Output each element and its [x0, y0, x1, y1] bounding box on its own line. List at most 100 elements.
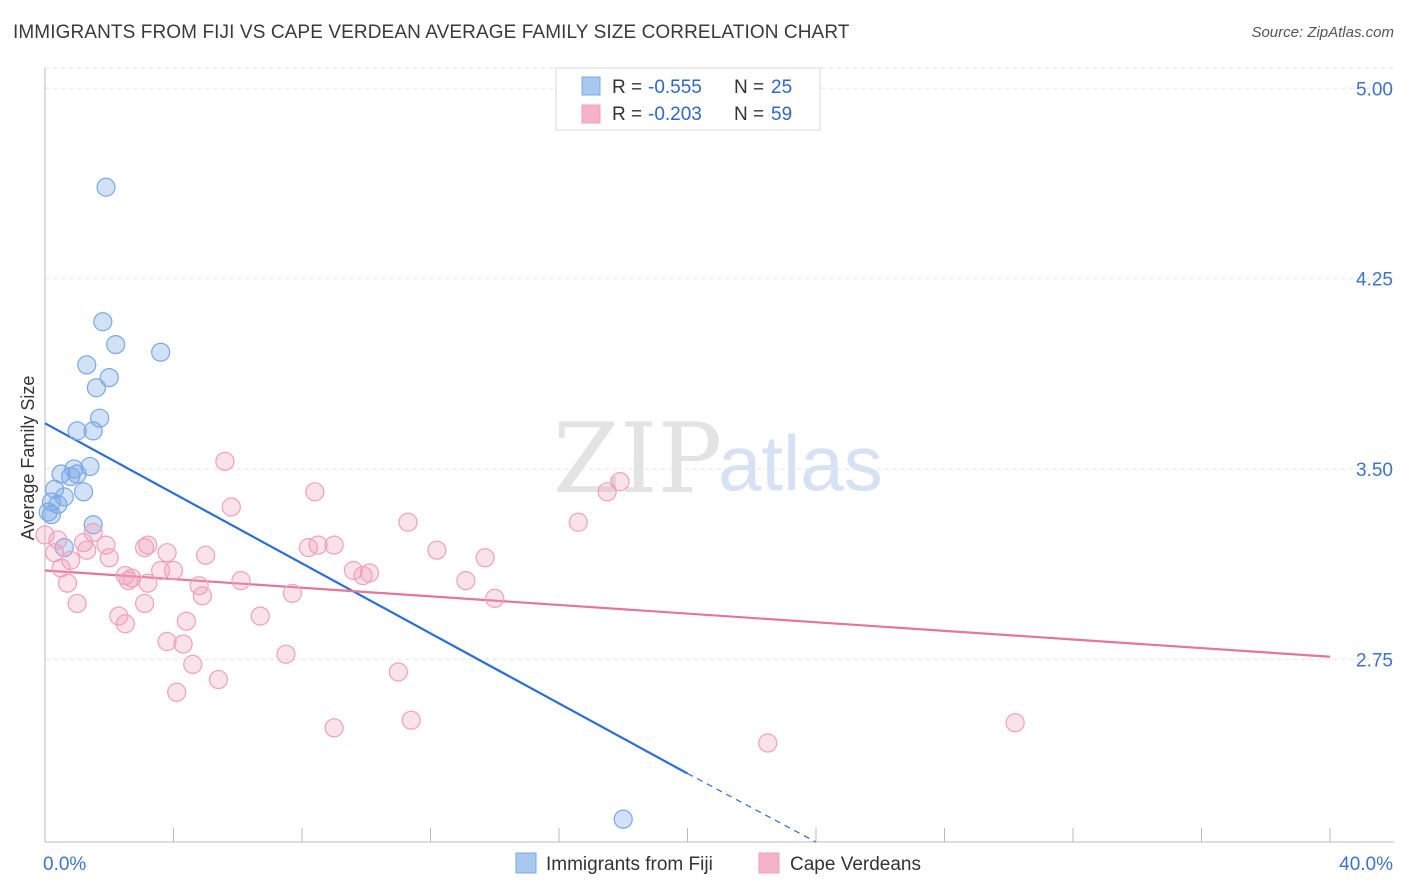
watermark: ZIP atlas [553, 403, 883, 515]
cape-verdean-point [173, 634, 193, 654]
correlation-legend: R = -0.555 N = 25 R = -0.203 N = 59 [555, 67, 821, 131]
series-legend: Immigrants from Fiji Cape Verdeans [515, 852, 921, 875]
legend-swatch-fiji [581, 76, 601, 96]
source-credit: Source: ZipAtlas.com [1251, 24, 1394, 41]
cape-verdean-point [138, 573, 158, 593]
legend-swatch-cape-verdeans [581, 104, 601, 124]
cape-verdean-point [183, 654, 203, 674]
legend-n-value-cape-verdeans: 59 [771, 104, 792, 125]
legend-n-value-fiji: 25 [771, 77, 792, 98]
cape-verdean-point [57, 573, 78, 593]
cape-verdean-point [176, 611, 196, 631]
fiji-point [83, 515, 103, 535]
cape-verdean-point [568, 512, 588, 532]
cape-verdean-trend-line [44, 569, 1331, 658]
gridlines [45, 67, 1394, 660]
cape-verdean-point [167, 682, 187, 702]
fiji-point [54, 538, 74, 558]
fiji-point [83, 421, 103, 441]
legend-n-label-fiji: N = [734, 77, 764, 98]
cape-verdean-point [282, 583, 302, 603]
cape-verdean-point [96, 535, 116, 555]
cape-verdean-point [324, 718, 344, 738]
cape-verdean-point [1005, 713, 1025, 733]
cape-verdean-point [324, 535, 344, 555]
legend-r-value-fiji: -0.555 [648, 77, 702, 98]
fiji-point [73, 482, 94, 502]
cape-verdean-point [109, 606, 129, 626]
fiji-point [86, 378, 107, 398]
cape-verdean-point [276, 644, 296, 664]
cape-verdean-point [298, 538, 319, 558]
fiji-point [77, 355, 97, 375]
cape-verdean-point [35, 525, 55, 545]
fiji-point [48, 494, 68, 515]
cape-verdean-point [401, 710, 421, 730]
legend-r-value-cape-verdeans: -0.203 [648, 104, 702, 125]
cape-verdean-point [388, 662, 408, 682]
legend-r-label-cape-verdeans: R = [612, 104, 642, 125]
fiji-point [90, 408, 110, 428]
y-tick-label: 4.25 [1356, 270, 1393, 291]
cape-verdean-point [118, 571, 139, 591]
cape-verdean-point [353, 565, 373, 586]
fiji-point [41, 505, 62, 525]
x-tick-label: 0.0% [43, 854, 86, 875]
fiji-point [67, 421, 87, 441]
fiji-point [99, 368, 119, 388]
cape-verdean-point [157, 631, 177, 652]
cape-verdean-point [67, 593, 87, 614]
fiji-point [93, 312, 113, 332]
cape-verdean-point [99, 548, 119, 568]
y-tick-label: 2.75 [1356, 650, 1393, 671]
y-tick-label: 3.50 [1356, 460, 1393, 481]
bottom-legend-label-cape-verdeans: Cape Verdeans [790, 854, 921, 875]
cape-verdean-point [48, 530, 68, 550]
legend-n-label-cape-verdeans: N = [734, 104, 764, 125]
cape-verdean-point [61, 550, 81, 570]
x-tick-label: 40.0% [1339, 854, 1393, 875]
fiji-point [96, 177, 116, 197]
fiji-point [54, 487, 74, 507]
y-axis-title: Average Family Size [18, 376, 38, 541]
bottom-legend-swatch-fiji [515, 852, 537, 874]
fiji-point [613, 809, 633, 829]
cape-verdean-point [475, 548, 495, 568]
data-points [35, 177, 1025, 829]
watermark-atlas: atlas [718, 419, 883, 507]
bottom-legend-label-fiji: Immigrants from Fiji [546, 854, 713, 875]
watermark-zip: ZIP [553, 403, 722, 515]
fiji-trend-line [44, 422, 689, 775]
cape-verdean-point [77, 540, 97, 560]
cape-verdean-point [610, 472, 630, 492]
tick-labels: 5.00 4.25 3.50 2.75 0.0% 40.0% [43, 79, 1393, 875]
fiji-point [67, 464, 87, 484]
fiji-point [45, 479, 65, 499]
trend-lines [44, 422, 1331, 843]
chart-title: IMMIGRANTS FROM FIJI VS CAPE VERDEAN AVE… [13, 22, 850, 43]
cape-verdean-point [456, 571, 476, 591]
bottom-legend-swatch-cape-verdeans [758, 852, 780, 874]
cape-verdean-point [138, 535, 158, 555]
cape-verdean-point [758, 733, 778, 753]
cape-verdean-point [196, 545, 216, 565]
cape-verdean-point [231, 571, 251, 591]
cape-verdean-point [134, 593, 155, 614]
cape-verdean-point [343, 560, 363, 581]
cape-verdean-point [163, 560, 184, 581]
cape-verdean-point [597, 482, 617, 502]
axes [44, 68, 1394, 843]
cape-verdean-point [215, 451, 235, 471]
fiji-point [106, 335, 126, 355]
cape-verdean-point [305, 482, 325, 502]
cape-verdean-point [485, 588, 505, 608]
cape-verdean-point [221, 497, 241, 517]
cape-verdean-point [192, 586, 213, 606]
cape-verdean-point [83, 522, 103, 543]
cape-verdean-point [157, 543, 177, 563]
cape-verdean-point [398, 512, 418, 532]
cape-verdean-point [134, 538, 155, 558]
fiji-trend-extension [687, 772, 817, 843]
fiji-point [151, 342, 171, 362]
